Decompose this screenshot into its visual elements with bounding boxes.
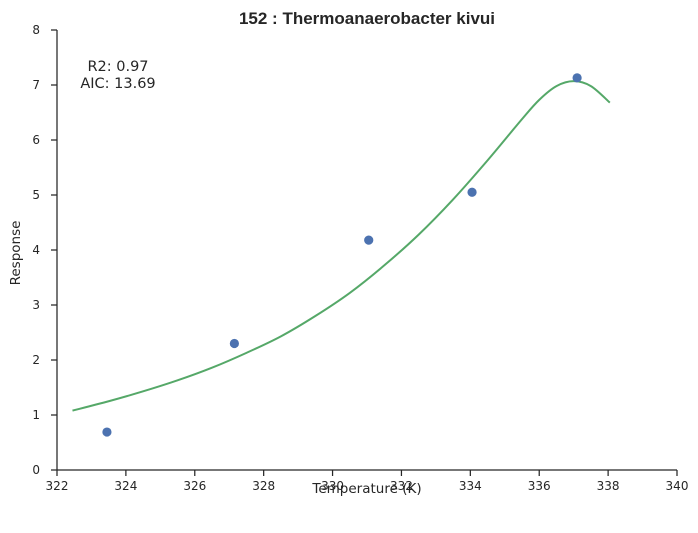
data-point — [102, 427, 112, 437]
x-tick-label: 328 — [252, 479, 275, 493]
y-tick-label: 8 — [32, 23, 40, 37]
x-axis-label: Temperature (K) — [311, 481, 421, 497]
x-tick-label: 336 — [528, 479, 551, 493]
y-tick-label: 1 — [32, 408, 40, 422]
x-tick-label: 334 — [459, 479, 482, 493]
annotation-box: R2: 0.97 AIC: 13.69 — [80, 59, 155, 92]
y-tick-label: 2 — [32, 353, 40, 367]
data-point — [572, 73, 582, 83]
y-tick-label: 0 — [32, 463, 40, 477]
x-tick-label: 326 — [183, 479, 206, 493]
y-tick-label: 4 — [32, 243, 40, 257]
data-point — [467, 187, 477, 197]
data-point — [364, 235, 374, 245]
y-axis-label: Response — [8, 221, 24, 286]
y-tick-label: 5 — [32, 188, 40, 202]
x-tick-label: 330 — [321, 479, 344, 493]
annotation-r2: R2: 0.97 — [87, 59, 148, 75]
data-point — [229, 338, 239, 349]
y-tick-label: 3 — [32, 298, 40, 312]
chart-title: 152 : Thermoanaerobacter kivui — [239, 9, 495, 28]
x-tick-label: 340 — [666, 479, 689, 493]
y-axis-ticks: 0 1 2 3 4 5 6 7 8 — [32, 23, 57, 477]
x-tick-label: 324 — [114, 479, 137, 493]
y-tick-label: 6 — [32, 133, 40, 147]
x-tick-label: 332 — [390, 479, 413, 493]
x-tick-label: 322 — [46, 479, 69, 493]
fit-line — [72, 80, 611, 412]
x-tick-label: 338 — [597, 479, 620, 493]
data-points — [102, 73, 582, 437]
x-axis-ticks: 322 324 326 328 330 332 334 336 338 340 — [46, 470, 689, 493]
annotation-aic: AIC: 13.69 — [80, 76, 155, 92]
y-tick-label: 7 — [32, 78, 40, 92]
